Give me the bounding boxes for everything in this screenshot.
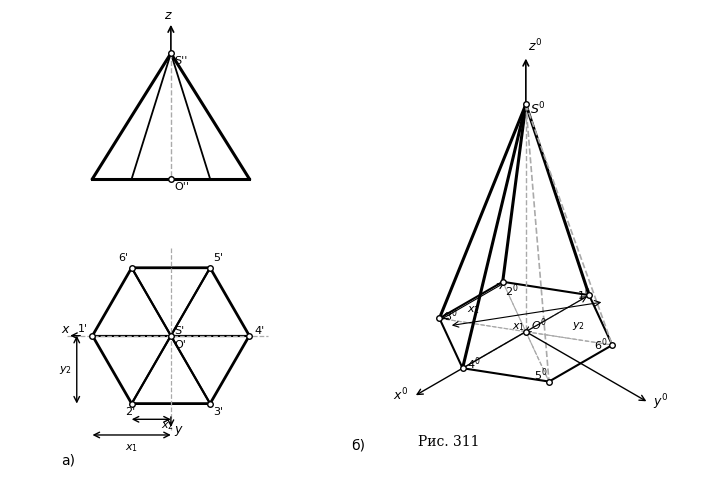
Text: $3^0$: $3^0$ xyxy=(444,307,458,324)
Text: $y^0$: $y^0$ xyxy=(653,393,668,412)
Text: а): а) xyxy=(61,453,75,468)
Text: x: x xyxy=(61,323,68,336)
Text: $x_1$: $x_1$ xyxy=(512,321,525,333)
Text: $y_2$: $y_2$ xyxy=(572,320,585,332)
Text: z: z xyxy=(164,9,170,22)
Text: 3': 3' xyxy=(213,407,224,417)
Text: $4^0$: $4^0$ xyxy=(468,355,481,372)
Text: $z^0$: $z^0$ xyxy=(528,38,542,55)
Text: б): б) xyxy=(351,438,365,452)
Text: 2': 2' xyxy=(125,407,135,417)
Text: 1': 1' xyxy=(78,324,88,334)
Text: $x_2$: $x_2$ xyxy=(161,420,174,432)
Text: $x_2$: $x_2$ xyxy=(466,304,480,316)
Text: $S^0$: $S^0$ xyxy=(530,101,545,118)
Text: $O^0$: $O^0$ xyxy=(530,316,547,333)
Text: $1^0$: $1^0$ xyxy=(577,286,590,302)
Text: $y_2$: $y_2$ xyxy=(59,364,72,376)
Text: 4': 4' xyxy=(254,326,264,336)
Text: $2^0$: $2^0$ xyxy=(505,283,518,300)
Text: y: y xyxy=(174,423,182,436)
Text: $6^0$: $6^0$ xyxy=(594,336,607,352)
Text: O': O' xyxy=(174,340,187,349)
Text: S': S' xyxy=(174,326,185,336)
Text: $x_1$: $x_1$ xyxy=(125,442,138,454)
Text: Рис. 311: Рис. 311 xyxy=(418,435,479,449)
Text: O'': O'' xyxy=(174,182,189,192)
Text: $x^0$: $x^0$ xyxy=(393,387,409,404)
Text: 5': 5' xyxy=(213,253,224,264)
Text: S'': S'' xyxy=(174,57,188,66)
Text: $5^0$: $5^0$ xyxy=(533,366,547,383)
Text: 6': 6' xyxy=(118,253,129,264)
